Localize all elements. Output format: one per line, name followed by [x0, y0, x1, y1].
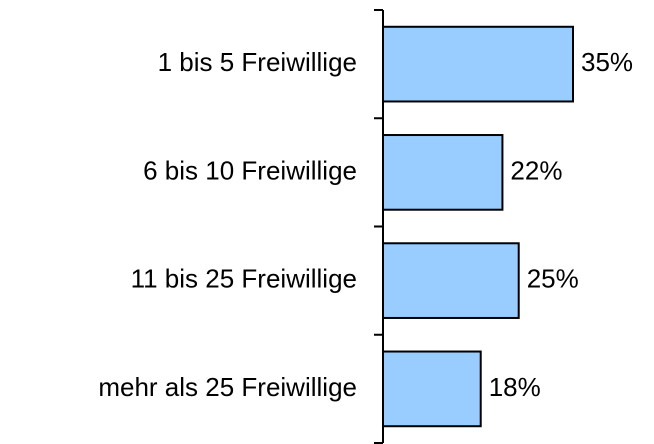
value-label: 25%	[527, 264, 579, 294]
bar	[382, 134, 504, 211]
category-label: 11 bis 25 Freiwillige	[131, 264, 357, 294]
value-label: 18%	[489, 372, 541, 402]
bar	[382, 242, 520, 319]
category-label: 1 bis 5 Freiwillige	[158, 47, 357, 77]
bar	[382, 25, 574, 103]
value-label: 22%	[510, 155, 562, 185]
category-label: mehr als 25 Freiwillige	[98, 372, 357, 402]
value-label: 35%	[581, 47, 633, 77]
bar	[382, 350, 482, 428]
category-label: 6 bis 10 Freiwillige	[143, 155, 357, 185]
